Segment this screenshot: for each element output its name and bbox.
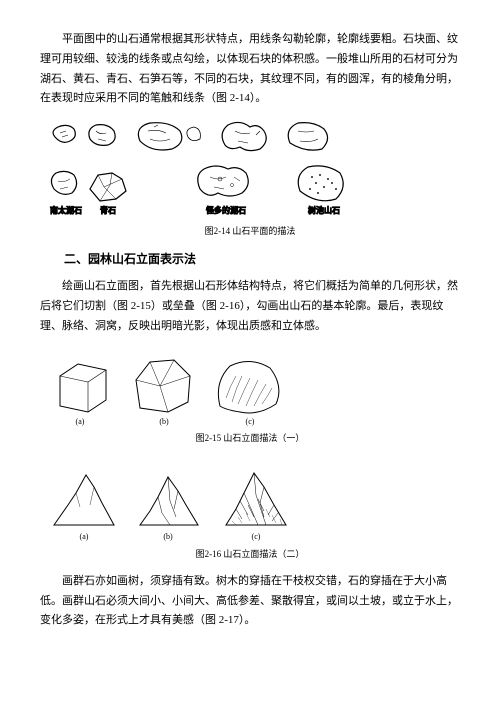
label-shuchi: 树池山石 <box>308 205 340 215</box>
label-qingshi: 青石 <box>100 205 116 215</box>
rocks-plan-svg: 青石 南太湖石 怪多的湖石 树池山 <box>40 119 380 219</box>
heading-elevation: 二、园林山石立面表示法 <box>40 249 460 271</box>
rocks-elevation-2-svg: (a) (b) (c) <box>40 457 320 542</box>
svg-text:(b): (b) <box>159 417 169 426</box>
figure-2-15: (a) (b) (c) 图2-15 山石立面描法（一） <box>40 346 460 446</box>
paragraph-1: 平面图中的山石通常根据其形状特点，用线条勾勒轮廓，轮廓线要粗。石块面、纹理可用较… <box>40 30 460 109</box>
figure-2-14: 青石 南太湖石 怪多的湖石 树池山 <box>40 119 460 239</box>
svg-text:(c): (c) <box>246 417 255 426</box>
label-nantaihu: 南太湖石 <box>50 205 82 215</box>
svg-text:(a): (a) <box>80 532 89 541</box>
paragraph-2: 绘画山石立面图，首先根据山石形体结构特点，将它们概括为简单的几何形状，然后将它们… <box>40 277 460 336</box>
rocks-elevation-1-svg: (a) (b) (c) <box>40 346 320 426</box>
svg-text:(c): (c) <box>252 532 261 541</box>
caption-2-15: 图2-15 山石立面描法（一） <box>40 430 460 446</box>
paragraph-3: 画群石亦如画树，须穿插有致。树木的穿插在干枝权交错，石的穿插在于大小高低。画群山… <box>40 572 460 631</box>
caption-2-14: 图2-14 山石平面的描法 <box>40 223 460 239</box>
label-hushi: 怪多的湖石 <box>206 205 246 215</box>
caption-2-16: 图2-16 山石立面描法（二） <box>40 546 460 562</box>
svg-text:(a): (a) <box>76 417 85 426</box>
figure-2-16: (a) (b) (c) 图2-16 山石立面描法（二） <box>40 457 460 562</box>
svg-text:(b): (b) <box>163 532 173 541</box>
